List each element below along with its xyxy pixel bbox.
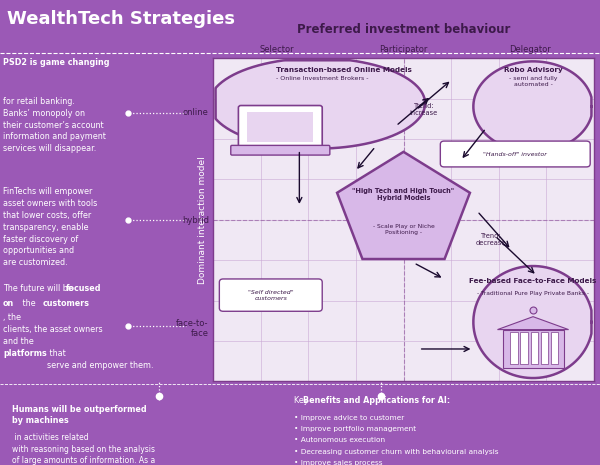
FancyBboxPatch shape: [440, 141, 590, 167]
Text: Key: Key: [294, 396, 311, 405]
Bar: [530, 332, 538, 364]
Text: "Hands-off" investor: "Hands-off" investor: [484, 152, 547, 157]
Polygon shape: [473, 61, 592, 152]
Text: The future will be: The future will be: [3, 284, 76, 293]
Text: Robo Advisory: Robo Advisory: [503, 67, 562, 73]
Text: • Improve advice to customer: • Improve advice to customer: [294, 415, 404, 421]
Text: - Online Investment Brokers -: - Online Investment Brokers -: [277, 76, 369, 81]
Bar: [551, 332, 559, 364]
Bar: [520, 332, 528, 364]
Polygon shape: [337, 152, 470, 259]
Text: • Improve portfolio management: • Improve portfolio management: [294, 426, 416, 432]
Polygon shape: [497, 317, 569, 330]
Text: FinTechs will empower
asset owners with tools
that lower costs, offer
transparen: FinTechs will empower asset owners with …: [3, 187, 97, 267]
Text: customers: customers: [43, 299, 89, 308]
Text: in activities related
with reasoning based on the analysis
of large amounts of i: in activities related with reasoning bas…: [12, 433, 166, 465]
Text: the: the: [20, 299, 38, 308]
Text: , the
clients, the asset owners
and the: , the clients, the asset owners and the: [3, 313, 103, 346]
Polygon shape: [473, 266, 592, 378]
Title: Preferred investment behaviour: Preferred investment behaviour: [297, 23, 510, 36]
Text: - semi and fully
automated -: - semi and fully automated -: [509, 76, 557, 87]
FancyBboxPatch shape: [238, 106, 322, 149]
Text: PSD2 is game changing: PSD2 is game changing: [3, 58, 110, 67]
Text: Trend:
increase: Trend: increase: [410, 103, 438, 116]
Text: platforms: platforms: [3, 349, 47, 358]
Text: • Improve sales process: • Improve sales process: [294, 460, 383, 465]
Text: "High Tech and High Touch"
Hybrid Models: "High Tech and High Touch" Hybrid Models: [352, 188, 455, 201]
Text: Benefits and Applications for AI:: Benefits and Applications for AI:: [303, 396, 450, 405]
Text: Fee-based Face-to-Face Models: Fee-based Face-to-Face Models: [469, 278, 597, 284]
Text: "Self directed"
customers: "Self directed" customers: [248, 290, 293, 300]
Bar: [510, 332, 518, 364]
Text: for retail banking.
Banks’ monopoly on
their customer’s account
information and : for retail banking. Banks’ monopoly on t…: [3, 97, 106, 153]
Text: focused: focused: [67, 284, 102, 293]
Bar: [541, 332, 548, 364]
Text: Dominant interaction model: Dominant interaction model: [198, 156, 207, 284]
Text: Trend:
decrease: Trend: decrease: [476, 232, 506, 246]
Text: - Scale Play or Niche
Positioning -: - Scale Play or Niche Positioning -: [373, 224, 434, 235]
Bar: [503, 330, 563, 368]
FancyBboxPatch shape: [231, 146, 330, 155]
Text: - Traditional Pure Play Private Banks -: - Traditional Pure Play Private Banks -: [477, 291, 589, 296]
Text: • Decreasing customer churn with behavioural analysis: • Decreasing customer churn with behavio…: [294, 449, 499, 455]
Text: • Autonomous execution: • Autonomous execution: [294, 438, 385, 444]
FancyBboxPatch shape: [220, 279, 322, 311]
Text: that
serve and empower them.: that serve and empower them.: [47, 349, 154, 370]
Text: WealthTech Strategies: WealthTech Strategies: [7, 11, 235, 28]
Text: Transaction-based Online Models: Transaction-based Online Models: [277, 67, 412, 73]
Polygon shape: [215, 60, 425, 149]
Bar: [247, 112, 313, 142]
Text: on: on: [3, 299, 14, 308]
Text: Humans will be outperformed
by machines: Humans will be outperformed by machines: [12, 405, 146, 425]
